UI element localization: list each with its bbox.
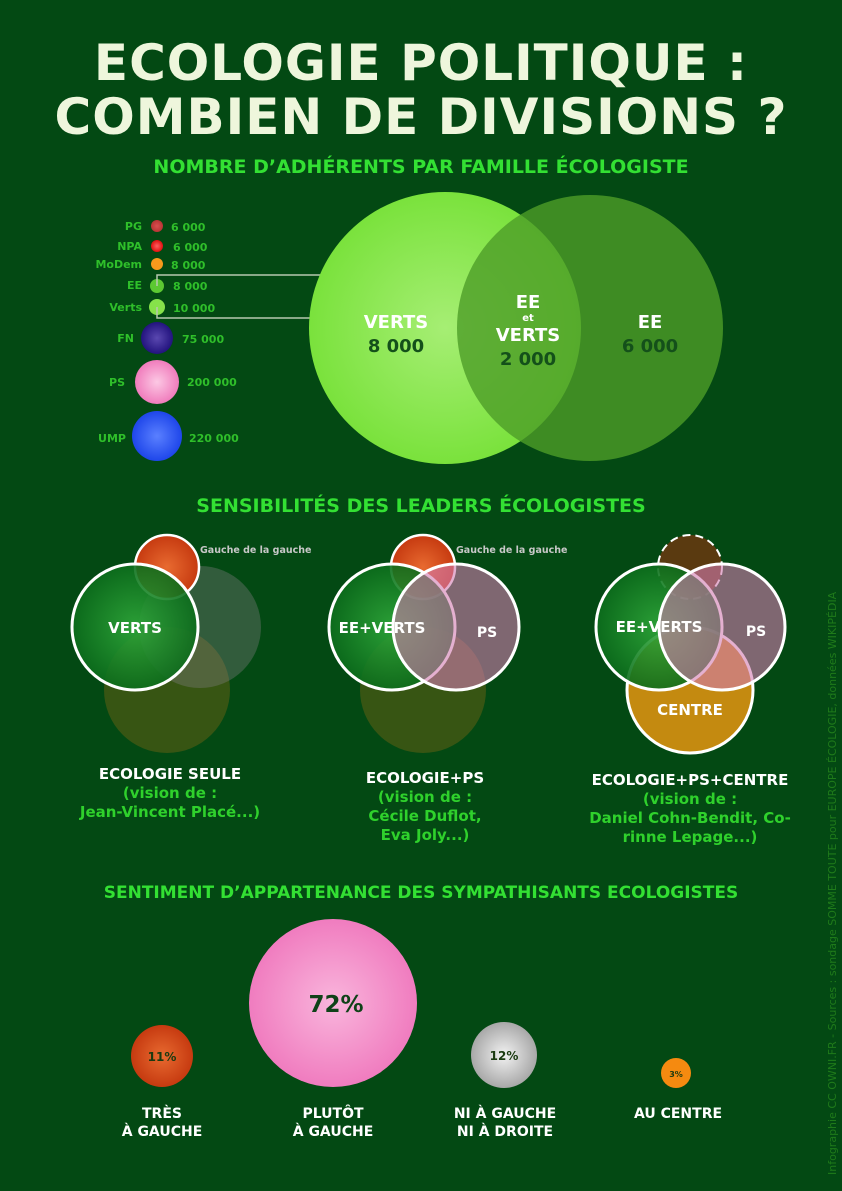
page-title: ECOLOGIE POLITIQUE : COMBIEN DE DIVISION…: [0, 36, 842, 144]
ps-circle: [657, 562, 787, 692]
verts-circle: [70, 562, 200, 692]
title-line-2: COMBIEN DE DIVISIONS ?: [54, 88, 788, 146]
ee-verts-label: EE+VERTS: [339, 619, 426, 637]
party-bubble-modem: [151, 258, 163, 270]
label-plutot-a-gauche: PLUTÔT À GAUCHE: [292, 1106, 374, 1140]
venn-both-label-et: et: [522, 313, 534, 324]
caption-vision: (vision de :: [642, 790, 738, 808]
party-name-ump: UMP: [98, 432, 126, 445]
party-name-fn: FN: [117, 332, 134, 345]
venn-verts-label: VERTS: [364, 312, 429, 333]
party-bubble-fn: [141, 322, 173, 354]
party-members-npa: 6 000: [173, 241, 208, 254]
sensibility-diagram-1: VERTS Gauche de la gauche: [70, 533, 311, 753]
far-left-note: Gauche de la gauche: [456, 545, 567, 556]
caption-title: ECOLOGIE SEULE: [98, 765, 242, 783]
caption-diagram-2: ECOLOGIE+PS (vision de : Cécile Duflot, …: [300, 769, 550, 845]
bubble-au-centre: [661, 1058, 691, 1088]
ps-circle: [391, 562, 521, 692]
credit-text: Infographie CC OWNI.FR - Sources : sonda…: [826, 591, 839, 1175]
party-name-modem: MoDem: [95, 258, 142, 271]
label-tres-a-gauche: TRÈS À GAUCHE: [121, 1106, 203, 1140]
value-tres-a-gauche: 11%: [148, 1050, 177, 1064]
caption-diagram-1: ECOLOGIE SEULE (vision de : Jean-Vincent…: [40, 765, 300, 822]
caption-names: Jean-Vincent Placé...): [79, 803, 261, 821]
party-members-ps: 200 000: [187, 376, 237, 389]
section1-heading: NOMBRE D’ADHÉRENTS PAR FAMILLE ÉCOLOGIST…: [153, 156, 689, 178]
venn-ee-label: EE: [638, 312, 663, 333]
connector-verts: [156, 307, 312, 319]
ps-label: PS: [477, 625, 497, 641]
bubble-ni-gauche-ni-droite: [471, 1022, 537, 1088]
caption-names: Daniel Cohn-Bendit, Co-: [589, 809, 791, 827]
party-name-npa: NPA: [117, 240, 142, 253]
venn-circle-ee: [457, 195, 723, 461]
venn-diagram: VERTS 8 000 EE et VERTS 2 000 EE 6 000: [309, 192, 723, 464]
party-members-ump: 220 000: [189, 432, 239, 445]
verts-circle-label: VERTS: [108, 619, 162, 637]
venn-ee-value: 6 000: [622, 336, 678, 357]
venn-both-label-1: EE: [516, 292, 541, 313]
party-name-verts: Verts: [109, 301, 142, 314]
caption-names-2: rinne Lepage...): [622, 828, 758, 846]
party-bubble-ps: [135, 360, 179, 404]
caption-vision: (vision de :: [377, 788, 473, 806]
party-bubble-pg: [151, 220, 163, 232]
title-line-1: ECOLOGIE POLITIQUE :: [93, 34, 749, 92]
section3-heading: SENTIMENT D’APPARTENANCE DES SYMPATHISAN…: [103, 883, 739, 903]
venn-verts-value: 8 000: [368, 336, 424, 357]
caption-vision: (vision de :: [122, 784, 218, 802]
section2-heading: SENSIBILITÉS DES LEADERS ÉCOLOGISTES: [196, 495, 646, 517]
venn-both-label-2: VERTS: [496, 325, 561, 346]
party-bubble-ump: [132, 411, 182, 461]
caption-names-2: Eva Joly...): [380, 826, 470, 844]
caption-names: Cécile Duflot,: [368, 807, 482, 825]
value-au-centre: 3%: [669, 1070, 683, 1079]
party-members-pg: 6 000: [171, 221, 206, 234]
ee-verts-label: EE+VERTS: [616, 618, 703, 636]
party-members-fn: 75 000: [182, 333, 224, 346]
bubble-plutot-a-gauche: [249, 919, 417, 1087]
party-name-pg: PG: [125, 220, 142, 233]
centre-label: CENTRE: [657, 701, 723, 719]
venn-both-value: 2 000: [500, 349, 556, 370]
party-name-ps: PS: [109, 376, 125, 389]
caption-title: ECOLOGIE+PS+CENTRE: [591, 771, 789, 789]
far-left-note: Gauche de la gauche: [200, 545, 311, 556]
label-au-centre: AU CENTRE: [633, 1106, 723, 1122]
party-legend: PG 6 000 NPA 6 000 MoDem 8 000 EE 8 000 …: [95, 220, 239, 461]
bubble-tres-a-gauche: [131, 1025, 193, 1087]
label-ni-gauche-ni-droite: NI À GAUCHE NI À DROITE: [453, 1106, 557, 1140]
caption-title: ECOLOGIE+PS: [365, 769, 485, 787]
party-members-modem: 8 000: [171, 259, 206, 272]
value-plutot-a-gauche: 72%: [308, 992, 363, 1018]
party-bubble-npa: [151, 240, 163, 252]
ps-label: PS: [746, 624, 766, 640]
value-ni-gauche-ni-droite: 12%: [490, 1049, 519, 1063]
caption-diagram-3: ECOLOGIE+PS+CENTRE (vision de : Daniel C…: [570, 771, 810, 847]
party-members-verts: 10 000: [173, 302, 215, 315]
sympathisers-bubbles: 11% 72% 12% 3%: [131, 919, 691, 1088]
sensibility-diagram-3: EE+VERTS PS CENTRE: [594, 534, 787, 755]
party-members-ee: 8 000: [173, 280, 208, 293]
party-name-ee: EE: [127, 279, 142, 292]
sensibility-diagram-2: EE+VERTS PS Gauche de la gauche: [327, 533, 567, 753]
